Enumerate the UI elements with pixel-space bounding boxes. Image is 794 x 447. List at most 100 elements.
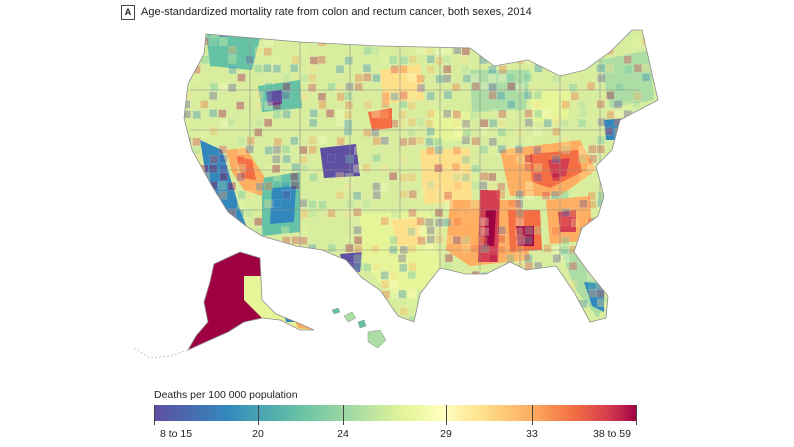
county-cell [435,281,444,290]
county-cell [460,55,470,64]
county-cell [524,91,533,100]
county-cell [219,37,228,47]
county-cell [271,55,281,65]
county-cell [336,137,346,146]
county-cell [210,254,219,263]
county-cell [416,226,426,235]
county-cell [335,83,345,92]
county-cell [237,73,246,82]
county-cell [443,218,452,227]
county-cell [497,145,507,154]
county-cell [335,191,345,200]
county-cell [336,30,345,37]
county-cell [623,30,632,37]
county-cell [336,109,345,118]
county-cell [309,173,318,182]
county-cell [308,83,317,92]
county-cell [453,128,462,138]
county-cell [291,236,300,245]
county-cell [291,262,300,271]
county-cell [353,164,362,173]
county-cell [605,46,614,55]
county-cell [462,298,471,307]
county-cell [370,46,380,55]
county-cell [569,37,578,46]
county-cell [290,307,299,316]
county-cell [434,137,443,146]
county-cell [471,164,480,173]
county-cell [650,191,658,200]
county-cell [299,263,309,272]
county-cell [309,56,319,65]
county-cell [426,30,435,38]
county-cell [633,91,642,101]
county-cell [633,38,643,47]
county-cell [289,64,299,73]
county-cell [425,119,434,128]
county-cell [542,307,551,317]
county-cell [363,128,372,137]
county-cell [353,208,362,217]
county-cell [208,37,218,46]
county-cell [551,308,561,317]
county-cell [308,209,317,218]
county-cell [587,37,597,46]
county-cell [263,118,273,127]
county-cell [307,136,317,145]
county-cell [460,281,470,291]
county-cell [255,182,265,192]
county-cell [272,172,282,182]
county-cell [542,298,551,307]
county-cell [533,127,542,136]
county-cell [479,181,488,190]
county-cell [480,227,490,236]
county-cell [533,226,543,235]
county-cell [290,172,299,181]
county-cell [192,253,201,263]
county-cell [552,47,561,56]
county-cell [184,55,192,65]
county-cell [363,100,372,109]
county-cell [516,30,526,38]
county-cell [254,91,264,100]
county-cell [345,82,354,91]
county-cell [290,181,300,190]
county-cell [498,326,506,334]
county-cell [596,289,605,298]
county-cell [227,118,236,127]
county-cell [298,308,308,317]
county-cell [399,100,408,109]
county-cell [624,145,634,154]
county-cell [209,126,218,136]
county-cell [614,290,624,299]
county-cell [264,181,273,191]
county-cell [335,172,344,181]
county-cell [542,47,551,57]
county-cell [263,64,272,73]
county-cell [570,326,578,334]
county-cell [200,181,209,190]
county-cell [524,254,533,263]
county-cell [336,92,345,101]
county-cell [264,146,273,155]
county-cell [273,137,283,147]
county-cell [497,74,507,83]
county-cell [453,181,462,190]
county-cell [237,30,246,37]
legend-tick [154,405,155,425]
county-cell [362,30,371,38]
county-cell [354,146,363,155]
county-cell [614,65,623,75]
county-cell [282,72,291,82]
county-cell [308,30,317,39]
county-cell [184,226,191,235]
county-cell [561,236,570,245]
county-cell [326,263,335,272]
county-cell [344,56,353,65]
county-cell [497,56,507,65]
county-cell [632,190,641,199]
county-cell [434,208,444,217]
county-cell [426,226,435,235]
county-cell [588,281,597,290]
county-cell [281,182,290,191]
